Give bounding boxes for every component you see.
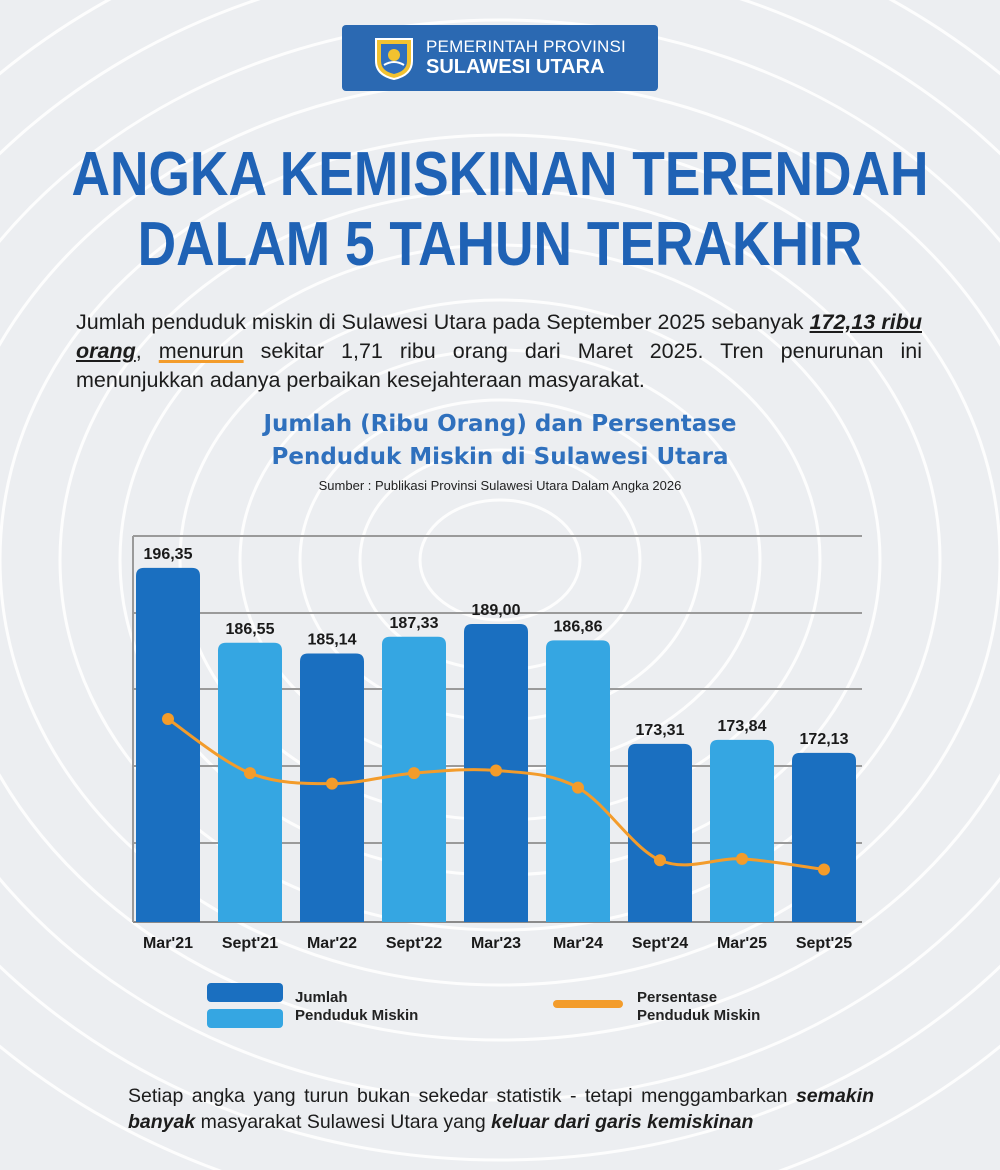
intro-bold-figure: 172,13 ribu orang [76,310,922,363]
percentage-point [818,863,830,876]
category-label: Sept'25 [796,935,852,952]
percentage-point [572,781,584,794]
bar [136,567,200,922]
outro-paragraph: Setiap angka yang turun bukan sekedar st… [128,1083,874,1135]
bar-value-label: 172,13 [800,731,849,748]
bar-value-label: 187,33 [390,615,439,632]
intro-highlight: menurun [158,339,244,363]
legend-swatch-dark [207,983,283,1002]
intro-text-1: Jumlah penduduk miskin di Sulawesi Utara… [76,310,810,334]
percentage-point [736,852,748,865]
bar-value-label: 189,00 [472,602,521,619]
page-title-line1: ANGKA KEMISKINAN TERENDAH [71,140,929,209]
percentage-point [654,854,666,867]
category-label: Sept'22 [386,935,442,952]
intro-paragraph: Jumlah penduduk miskin di Sulawesi Utara… [76,308,922,395]
chart-source: Sumber : Publikasi Provinsi Sulawesi Uta… [318,478,682,493]
category-label: Mar'24 [553,935,603,952]
bar [792,752,856,922]
outro-bold-1: semakin banyak [128,1085,874,1133]
percentage-point [490,764,502,777]
percentage-point [162,713,174,725]
page-title-line2: DALAM 5 TAHUN TERAKHIR [137,210,863,279]
percentage-point [244,767,256,780]
bar-value-label: 185,14 [308,632,357,649]
header-badge: PEMERINTAH PROVINSI SULAWESI UTARA [342,25,658,91]
legend-swatch-light [207,1009,283,1028]
outro-bold-2: keluar dari garis kemiskinan [491,1111,754,1133]
outro-text-2: masyarakat Sulawesi Utara yang [195,1111,492,1133]
legend-line-line2: Penduduk Miskin [637,1007,761,1024]
legend-label-bars: Jumlah Penduduk Miskin [295,989,465,1025]
percentage-point [408,767,420,780]
category-label: Sept'24 [632,935,688,952]
chart-bars [136,567,856,922]
bar [710,739,774,922]
intro-text-2: , [135,339,159,363]
percentage-point [326,777,338,790]
bar-value-label: 173,84 [718,718,767,735]
category-label: Mar'23 [471,935,521,952]
header-line2: SULAWESI UTARA [426,56,605,79]
category-label: Sept'21 [222,935,278,952]
header-line1: PEMERINTAH PROVINSI [426,36,626,56]
category-label: Mar'25 [717,935,767,952]
chart-title: Jumlah (Ribu Orang) dan Persentase Pendu… [0,408,1000,474]
bar-value-label: 186,55 [226,621,275,638]
chart-labels: 196,35 Mar'21 186,55 Sept'21 185,14 Mar'22 187… [143,546,852,952]
bar [628,743,692,922]
bar-value-label: 196,35 [144,546,193,563]
bar [382,636,446,922]
bar-value-label: 173,31 [636,722,685,739]
bar [218,642,282,922]
category-label: Mar'22 [307,935,357,952]
category-label: Mar'21 [143,935,193,952]
page-title: ANGKA KEMISKINAN TERENDAH DALAM 5 TAHUN … [70,140,930,280]
legend-line-line1: Persentase [637,989,718,1006]
chart-line [162,713,830,876]
chart-title-line2: Penduduk Miskin di Sulawesi Utara [271,444,729,470]
bar-value-label: 186,86 [554,618,603,635]
bar [546,640,610,922]
legend-swatch-line [553,1000,623,1008]
chart-title-line1: Jumlah (Ribu Orang) dan Persentase [263,411,737,437]
outro-text-1: Setiap angka yang turun bukan sekedar st… [128,1085,796,1107]
legend-label-line: Persentase Penduduk Miskin [637,989,807,1025]
intro-text-3: sekitar 1,71 ribu orang dari Maret 2025.… [76,339,922,392]
province-emblem-icon [375,38,413,81]
legend-bars-line1: Jumlah [295,989,348,1006]
legend-bars-line2: Penduduk Miskin [295,1007,419,1024]
